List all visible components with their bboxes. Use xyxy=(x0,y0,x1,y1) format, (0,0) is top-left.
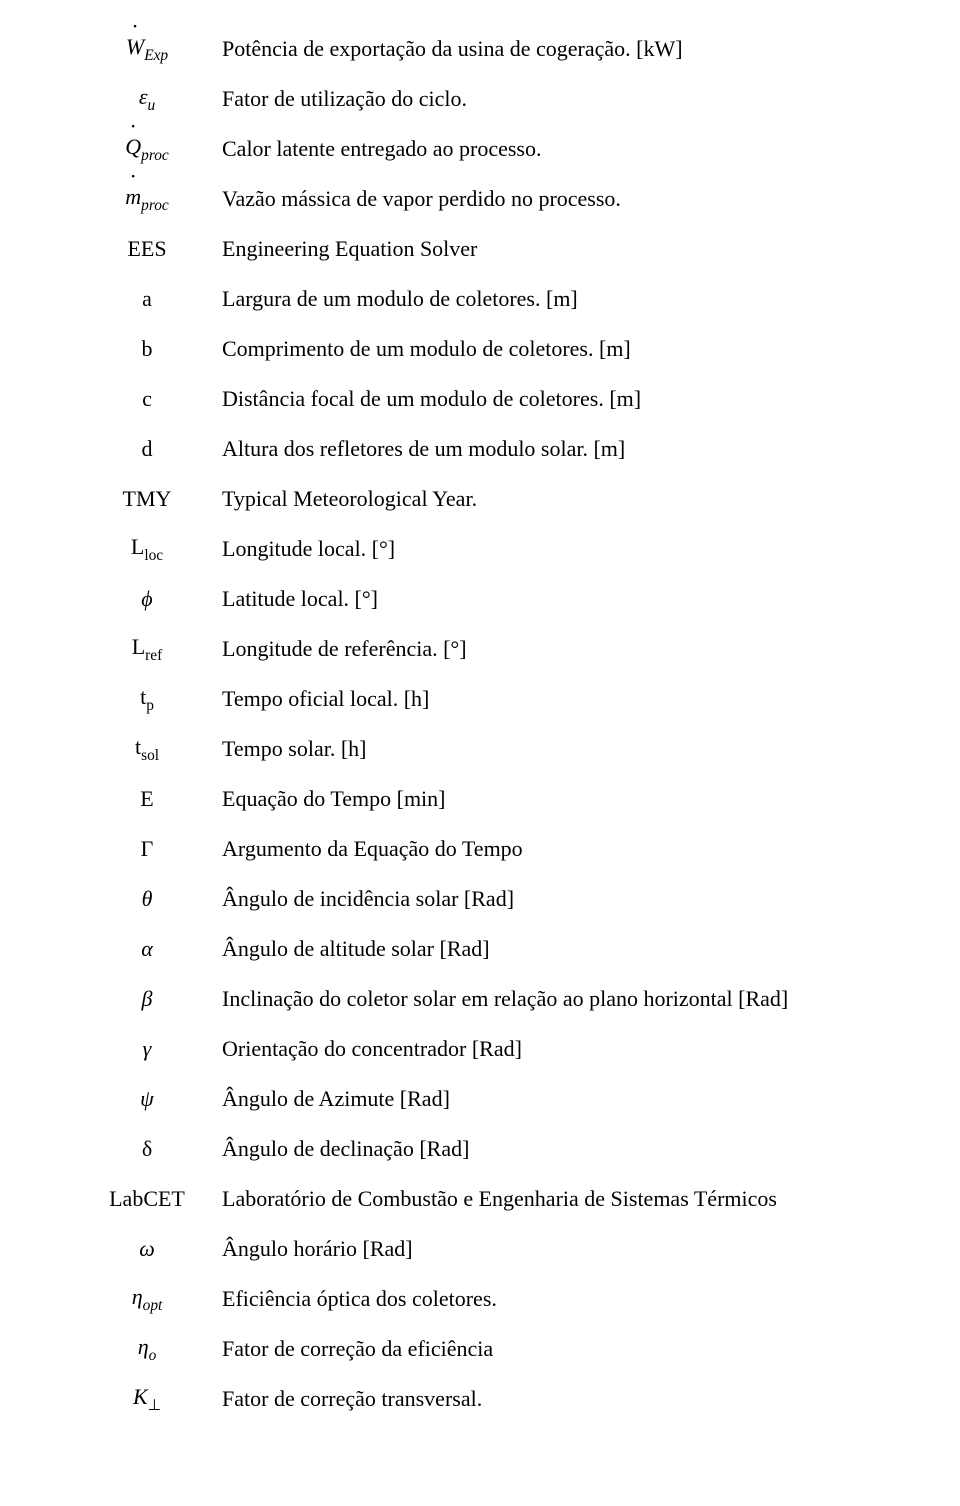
symbol-cell: εu xyxy=(72,74,222,124)
symbol-cell: TMY xyxy=(72,474,222,524)
nomenclature-table: WExpPotência de exportação da usina de c… xyxy=(72,24,888,1424)
description-cell: Potência de exportação da usina de coger… xyxy=(222,24,888,74)
symbol-cell: Γ xyxy=(72,824,222,874)
description-cell: Ângulo de declinação [Rad] xyxy=(222,1124,888,1174)
table-row: EEquação do Tempo [min] xyxy=(72,774,888,824)
description-cell: Ângulo de Azimute [Rad] xyxy=(222,1074,888,1124)
table-row: tsolTempo solar. [h] xyxy=(72,724,888,774)
symbol-cell: θ xyxy=(72,874,222,924)
description-cell: Latitude local. [°] xyxy=(222,574,888,624)
symbol-cell: ψ xyxy=(72,1074,222,1124)
symbol-cell: ηopt xyxy=(72,1274,222,1324)
table-row: LlocLongitude local. [°] xyxy=(72,524,888,574)
description-cell: Distância focal de um modulo de coletore… xyxy=(222,374,888,424)
symbol-cell: EES xyxy=(72,224,222,274)
symbol-cell: c xyxy=(72,374,222,424)
description-cell: Engineering Equation Solver xyxy=(222,224,888,274)
symbol-cell: γ xyxy=(72,1024,222,1074)
description-cell: Typical Meteorological Year. xyxy=(222,474,888,524)
symbol-cell: mproc xyxy=(72,174,222,224)
symbol-cell: ω xyxy=(72,1224,222,1274)
symbol-cell: Lref xyxy=(72,624,222,674)
symbol-cell: K⊥ xyxy=(72,1374,222,1424)
table-row: ωÂngulo horário [Rad] xyxy=(72,1224,888,1274)
description-cell: Largura de um modulo de coletores. [m] xyxy=(222,274,888,324)
description-cell: Fator de utilização do ciclo. xyxy=(222,74,888,124)
description-cell: Longitude de referência. [°] xyxy=(222,624,888,674)
description-cell: Ângulo de altitude solar [Rad] xyxy=(222,924,888,974)
description-cell: Ângulo horário [Rad] xyxy=(222,1224,888,1274)
description-cell: Tempo solar. [h] xyxy=(222,724,888,774)
description-cell: Altura dos refletores de um modulo solar… xyxy=(222,424,888,474)
description-cell: Fator de correção transversal. xyxy=(222,1374,888,1424)
table-row: LabCETLaboratório de Combustão e Engenha… xyxy=(72,1174,888,1224)
symbol-cell: δ xyxy=(72,1124,222,1174)
symbol-cell: tsol xyxy=(72,724,222,774)
table-row: K⊥Fator de correção transversal. xyxy=(72,1374,888,1424)
description-cell: Calor latente entregado ao processo. xyxy=(222,124,888,174)
symbol-cell: ηo xyxy=(72,1324,222,1374)
description-cell: Orientação do concentrador [Rad] xyxy=(222,1024,888,1074)
description-cell: Inclinação do coletor solar em relação a… xyxy=(222,974,888,1024)
table-row: ψÂngulo de Azimute [Rad] xyxy=(72,1074,888,1124)
table-row: EESEngineering Equation Solver xyxy=(72,224,888,274)
symbol-cell: E xyxy=(72,774,222,824)
symbol-cell: α xyxy=(72,924,222,974)
symbol-cell: a xyxy=(72,274,222,324)
description-cell: Argumento da Equação do Tempo xyxy=(222,824,888,874)
symbol-cell: Qproc xyxy=(72,124,222,174)
symbol-cell: β xyxy=(72,974,222,1024)
description-cell: Ângulo de incidência solar [Rad] xyxy=(222,874,888,924)
description-cell: Vazão mássica de vapor perdido no proces… xyxy=(222,174,888,224)
table-row: aLargura de um modulo de coletores. [m] xyxy=(72,274,888,324)
table-row: WExpPotência de exportação da usina de c… xyxy=(72,24,888,74)
description-cell: Fator de correção da eficiência xyxy=(222,1324,888,1374)
description-cell: Equação do Tempo [min] xyxy=(222,774,888,824)
symbol-cell: b xyxy=(72,324,222,374)
table-row: θÂngulo de incidência solar [Rad] xyxy=(72,874,888,924)
table-row: tpTempo oficial local. [h] xyxy=(72,674,888,724)
symbol-cell: Lloc xyxy=(72,524,222,574)
table-row: LrefLongitude de referência. [°] xyxy=(72,624,888,674)
table-row: εuFator de utilização do ciclo. xyxy=(72,74,888,124)
table-row: QprocCalor latente entregado ao processo… xyxy=(72,124,888,174)
symbol-cell: WExp xyxy=(72,24,222,74)
table-row: mprocVazão mássica de vapor perdido no p… xyxy=(72,174,888,224)
description-cell: Comprimento de um modulo de coletores. [… xyxy=(222,324,888,374)
symbol-cell: d xyxy=(72,424,222,474)
description-cell: Eficiência óptica dos coletores. xyxy=(222,1274,888,1324)
table-row: ϕLatitude local. [°] xyxy=(72,574,888,624)
table-row: cDistância focal de um modulo de coletor… xyxy=(72,374,888,424)
table-row: δÂngulo de declinação [Rad] xyxy=(72,1124,888,1174)
description-cell: Laboratório de Combustão e Engenharia de… xyxy=(222,1174,888,1224)
table-row: αÂngulo de altitude solar [Rad] xyxy=(72,924,888,974)
table-row: ΓArgumento da Equação do Tempo xyxy=(72,824,888,874)
table-row: γOrientação do concentrador [Rad] xyxy=(72,1024,888,1074)
table-row: βInclinação do coletor solar em relação … xyxy=(72,974,888,1024)
symbol-cell: LabCET xyxy=(72,1174,222,1224)
description-cell: Longitude local. [°] xyxy=(222,524,888,574)
table-row: dAltura dos refletores de um modulo sola… xyxy=(72,424,888,474)
description-cell: Tempo oficial local. [h] xyxy=(222,674,888,724)
table-row: bComprimento de um modulo de coletores. … xyxy=(72,324,888,374)
symbol-cell: ϕ xyxy=(72,574,222,624)
table-row: ηoFator de correção da eficiência xyxy=(72,1324,888,1374)
table-row: ηoptEficiência óptica dos coletores. xyxy=(72,1274,888,1324)
symbol-cell: tp xyxy=(72,674,222,724)
table-row: TMYTypical Meteorological Year. xyxy=(72,474,888,524)
